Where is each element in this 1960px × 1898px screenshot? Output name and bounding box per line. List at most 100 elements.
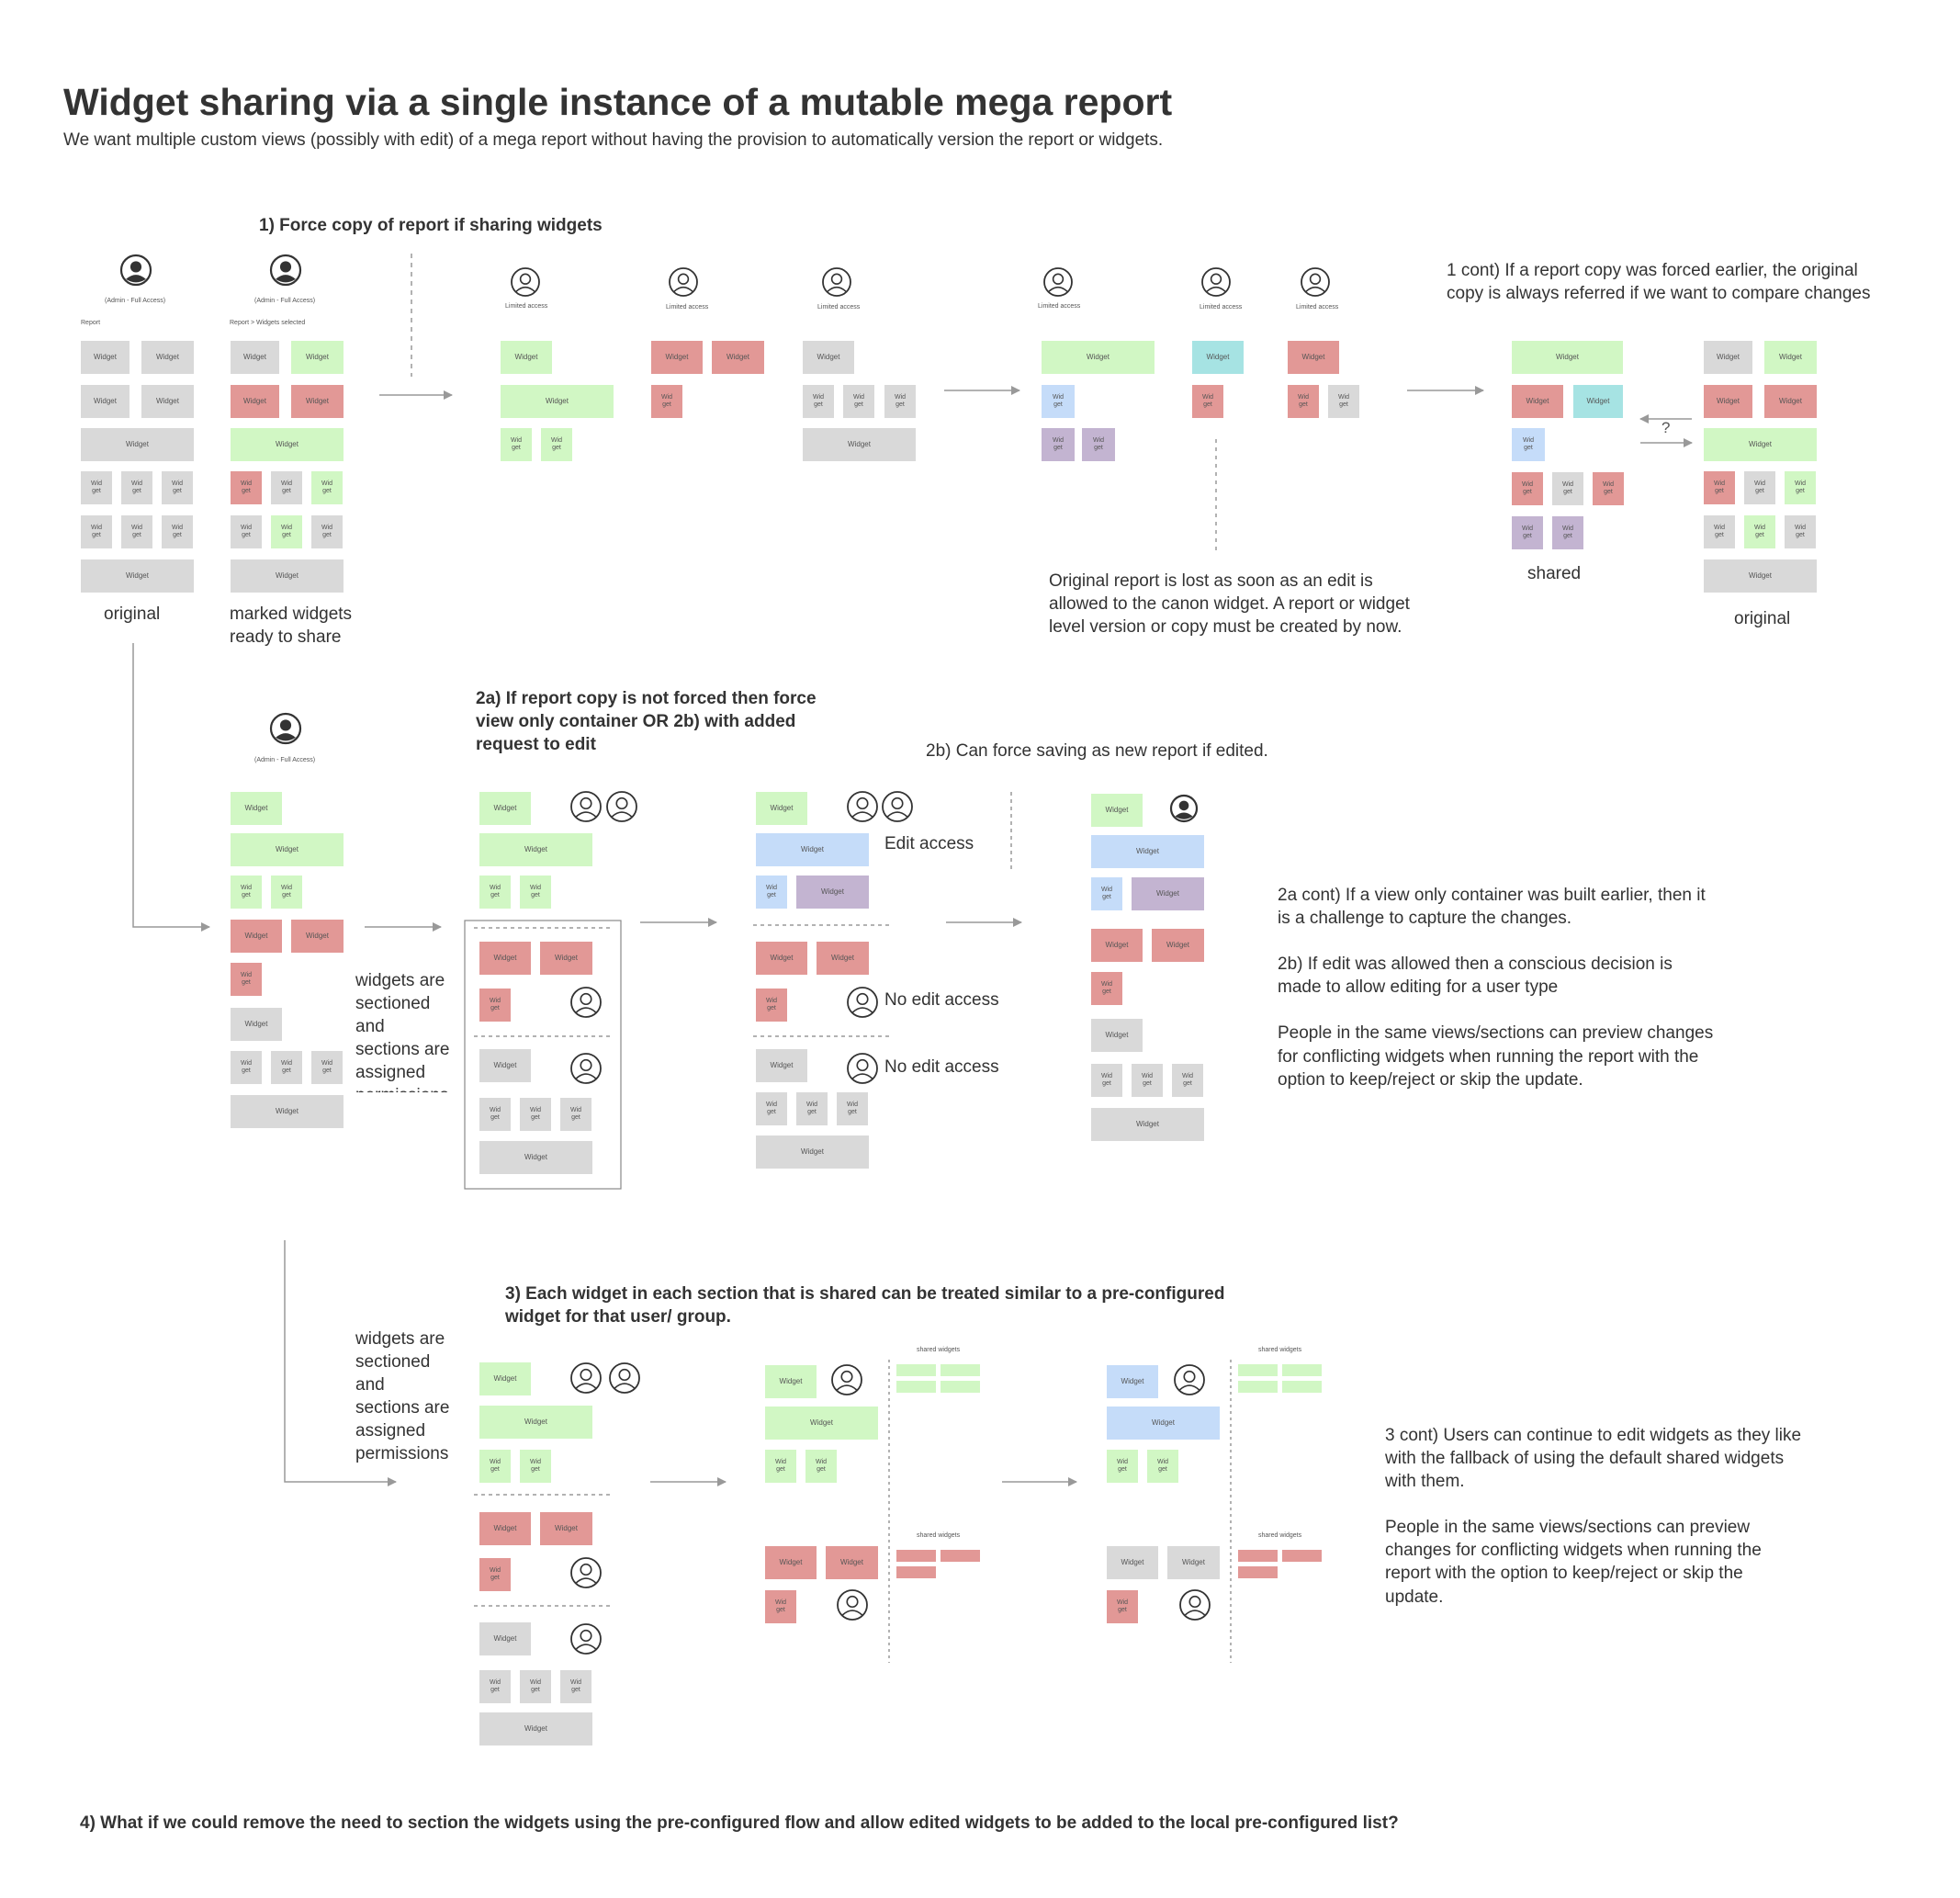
small-widget-tile: Wid get	[271, 876, 302, 909]
user-outline-icon	[831, 1364, 862, 1395]
widget-tile: Widget	[803, 428, 916, 461]
small-widget-tile: Wid get	[803, 385, 834, 418]
user-outline-icon	[1201, 267, 1231, 297]
caption-text: Report > Widgets selected	[230, 320, 306, 326]
user-outline-icon	[570, 1053, 602, 1084]
shared-widget-bar	[1282, 1550, 1322, 1562]
widget-tile: Widget	[1764, 341, 1817, 374]
small-widget-tile: Wid get	[479, 1098, 511, 1131]
small-widget-tile: Wid get	[520, 1450, 551, 1483]
section-1-heading: 1) Force copy of report if sharing widge…	[259, 216, 603, 235]
user-outline-icon	[609, 1362, 640, 1394]
small-widget-tile: Wid get	[1785, 471, 1816, 504]
small-widget-tile: Wid get	[162, 515, 193, 548]
small-widget-tile: Wid get	[1107, 1450, 1138, 1483]
caption-text: Limited access	[817, 304, 861, 311]
small-widget-tile: Wid get	[479, 989, 511, 1022]
shared-widget-bar	[1282, 1381, 1322, 1393]
small-widget-tile: Wid get	[479, 1670, 511, 1703]
section-3-cont-note: 3 cont) Users can continue to edit widge…	[1385, 1426, 1802, 1607]
user-outline-icon	[847, 987, 878, 1018]
widget-tile: Widget	[231, 1095, 344, 1128]
small-widget-tile: Wid get	[81, 515, 112, 548]
user-outline-icon	[570, 1623, 602, 1655]
widget-tile: Widget	[1091, 794, 1143, 827]
widget-tile: Widget	[501, 385, 614, 418]
small-widget-tile: Wid get	[1082, 428, 1115, 461]
admin-user-icon	[269, 712, 302, 745]
page-subtitle: We want multiple custom views (possibly …	[63, 130, 1164, 150]
widget-tile: Widget	[479, 1406, 592, 1439]
small-widget-tile: Wid get	[1091, 972, 1122, 1005]
small-widget-tile: Wid get	[765, 1450, 796, 1483]
caption-text: Limited access	[666, 304, 709, 311]
small-widget-tile: Wid get	[479, 1558, 511, 1591]
small-widget-tile: Wid get	[271, 1051, 302, 1084]
section-3-heading: 3) Each widget in each section that is s…	[505, 1284, 1225, 1327]
widget-tile: Widget	[1091, 1019, 1143, 1052]
widget-tile: Widget	[826, 1546, 878, 1579]
small-widget-tile: Wid get	[1512, 516, 1543, 549]
original-label: original	[104, 604, 161, 624]
caption-text: ?	[1661, 419, 1671, 436]
small-widget-tile: Wid get	[651, 385, 682, 418]
widget-tile: Widget	[1091, 929, 1143, 962]
widget-tile: Widget	[712, 341, 764, 374]
no-edit-access-label-1: No edit access	[884, 990, 999, 1010]
admin-user-icon	[1169, 794, 1199, 823]
small-widget-tile: Wid get	[1593, 472, 1624, 505]
small-widget-tile: Wid get	[1512, 472, 1543, 505]
user-outline-icon	[606, 791, 637, 822]
small-widget-tile: Wid get	[1744, 471, 1775, 504]
user-outline-icon	[847, 1053, 878, 1084]
shared-label: shared	[1527, 564, 1582, 583]
widget-tile: Widget	[796, 876, 869, 909]
widget-tile: Widget	[479, 1512, 531, 1545]
small-widget-tile: Wid get	[1552, 472, 1583, 505]
small-widget-tile: Wid get	[1107, 1590, 1138, 1623]
widget-tile: Widget	[1042, 341, 1155, 374]
caption-text: shared widgets	[917, 1347, 961, 1353]
small-widget-tile: Wid get	[520, 1670, 551, 1703]
widget-tile: Widget	[231, 559, 344, 593]
widget-tile: Widget	[1704, 385, 1752, 418]
widget-tile: Widget	[1512, 385, 1563, 418]
small-widget-tile: Wid get	[1091, 1064, 1122, 1097]
small-widget-tile: Wid get	[121, 471, 152, 504]
small-widget-tile: Wid get	[560, 1670, 591, 1703]
widget-tile: Widget	[81, 559, 194, 593]
original-right-label: original	[1734, 609, 1791, 628]
widget-tile: Widget	[501, 341, 552, 374]
small-widget-tile: Wid get	[884, 385, 916, 418]
small-widget-tile: Wid get	[520, 1098, 551, 1131]
small-widget-tile: Wid get	[1042, 385, 1075, 418]
widget-tile: Widget	[1288, 341, 1339, 374]
small-widget-tile: Wid get	[81, 471, 112, 504]
user-outline-icon	[511, 267, 540, 297]
widget-tile: Widget	[756, 1135, 869, 1169]
small-widget-tile: Wid get	[843, 385, 874, 418]
user-outline-icon	[847, 791, 878, 822]
small-widget-tile: Wid get	[1785, 515, 1816, 548]
small-widget-tile: Wid get	[796, 1092, 828, 1125]
caption-text: Limited access	[505, 303, 548, 310]
shared-widget-bar	[1238, 1550, 1278, 1562]
admin-user-icon	[119, 254, 152, 287]
small-widget-tile: Wid get	[311, 471, 343, 504]
widget-tile: Widget	[81, 385, 130, 418]
widget-tile: Widget	[1132, 877, 1204, 910]
widget-tile: Widget	[1192, 341, 1244, 374]
shared-widget-bar	[896, 1550, 936, 1562]
widget-tile: Widget	[479, 1622, 531, 1655]
user-outline-icon	[1174, 1364, 1205, 1395]
small-widget-tile: Wid get	[1512, 428, 1545, 461]
user-outline-icon	[882, 791, 913, 822]
widget-tile: Widget	[765, 1365, 817, 1398]
widget-tile: Widget	[1704, 559, 1817, 593]
widget-tile: Widget	[1091, 835, 1204, 868]
admin-user-icon	[269, 254, 302, 287]
widget-tile: Widget	[231, 385, 279, 418]
small-widget-tile: Wid get	[1192, 385, 1223, 418]
small-widget-tile: Wid get	[231, 1051, 262, 1084]
widget-tile: Widget	[756, 942, 807, 975]
